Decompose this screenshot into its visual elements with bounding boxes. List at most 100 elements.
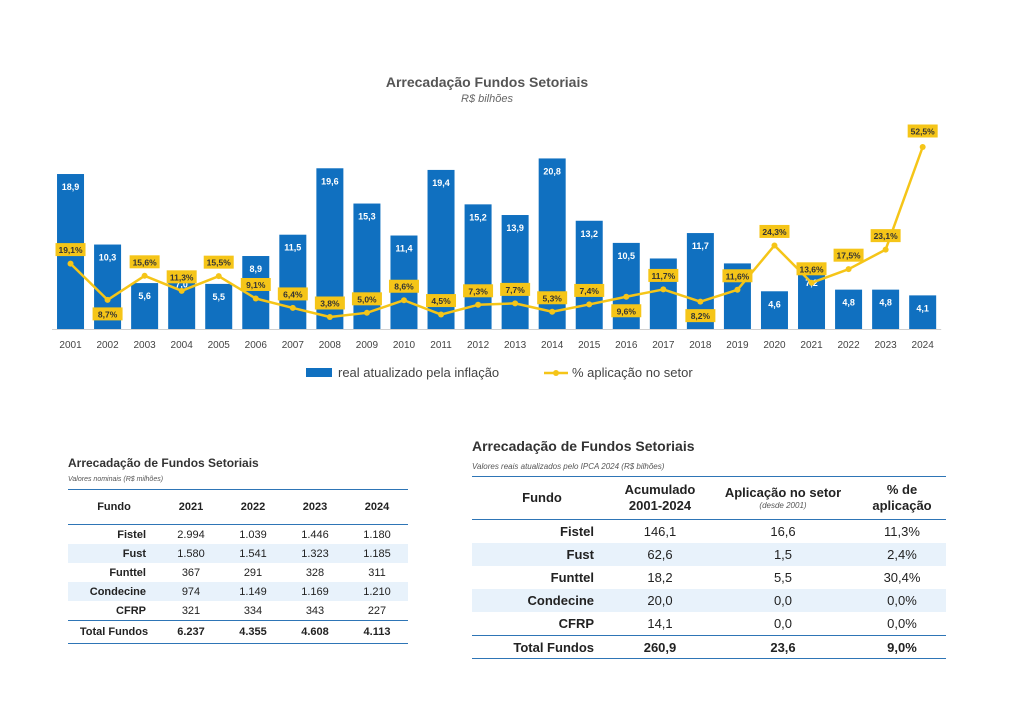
bar-value-label: 13,2 [580, 229, 598, 239]
pct-label-box [463, 284, 494, 298]
pct-value-label: 23,1% [874, 231, 899, 241]
table-cell: 1,5 [708, 543, 858, 566]
pct-value-label: 52,5% [911, 127, 936, 137]
pct-value-label: 4,5% [431, 296, 451, 306]
pct-value-label: 17,5% [837, 251, 862, 261]
line-point-2003 [141, 272, 148, 279]
table-cell: 4.113 [346, 620, 408, 644]
x-tick-label: 2009 [356, 340, 379, 351]
line-point-2019 [734, 286, 741, 293]
row-label: Total Fundos [472, 635, 612, 659]
pct-label-box [796, 262, 827, 276]
line-point-2018 [697, 298, 704, 305]
table-cell: 334 [243, 604, 263, 617]
table-cell: 23,6 [708, 635, 858, 659]
column-header-text: Aplicação no setor [724, 484, 842, 500]
pct-value-label: 3,8% [320, 299, 340, 309]
x-tick-label: 2020 [763, 340, 786, 351]
legend-line-label: % aplicação no setor [572, 365, 693, 380]
x-tick-label: 2017 [652, 340, 675, 351]
pct-label-box [907, 124, 938, 138]
bar-value-label: 10,5 [618, 251, 636, 261]
table-row: Fust 62,6 1,5 2,4% [472, 543, 946, 566]
pct-label-box [55, 243, 86, 257]
line-point-2017 [660, 286, 667, 293]
chart-subtitle: R$ bilhões [461, 93, 513, 105]
bar-value-label: 8,9 [250, 264, 263, 274]
table-cell: 367 [181, 566, 201, 579]
line-point-2002 [104, 296, 111, 303]
line-point-2016 [623, 293, 630, 300]
real-table-title: Arrecadação de Fundos Setoriais [472, 438, 695, 454]
x-tick-label: 2024 [912, 340, 935, 351]
bar-value-label: 11,5 [284, 243, 301, 253]
pct-value-label: 13,6% [799, 264, 824, 274]
pct-label-box [314, 296, 345, 310]
pct-value-label: 9,1% [246, 280, 266, 290]
row-label: Fust [68, 544, 160, 563]
column-header-text: Acumulado 2001-2024 [624, 481, 696, 513]
x-tick-label: 2010 [393, 340, 416, 351]
bar-2013 [501, 215, 529, 329]
bar-value-label: 4,1 [916, 303, 929, 313]
table-cell: 1.185 [346, 544, 408, 563]
table-cell: 16,6 [770, 524, 796, 539]
row-label: Fistel [560, 524, 594, 539]
pct-value-label: 7,4% [580, 286, 600, 296]
table-row: Condecine 20,0 0,0 0,0% [472, 589, 946, 612]
table-row: Funttel 18,2 5,5 30,4% [472, 566, 946, 589]
table-cell: 2,4% [858, 543, 946, 566]
column-header: % de aplicação [858, 476, 946, 520]
table-cell: 20,0 [612, 589, 708, 612]
line-point-2010 [400, 297, 407, 304]
x-tick-label: 2007 [282, 340, 305, 351]
bar-2003 [131, 283, 159, 329]
table-cell: 343 [305, 604, 325, 617]
bar-value-label: 5,6 [138, 291, 151, 301]
table-row: Funttel 367 291 328 311 [68, 563, 408, 582]
x-tick-label: 2022 [837, 340, 860, 351]
table-cell: 1.446 [301, 528, 329, 541]
table-cell: 18,2 [647, 570, 673, 585]
nominal-table-panel: Arrecadação de Fundos Setoriais Valores … [68, 456, 408, 644]
pct-value-label: 9,6% [617, 306, 637, 316]
row-label: Fistel [117, 528, 146, 541]
bar-value-label: 4,6 [768, 299, 781, 309]
nominal-table-title: Arrecadação de Fundos Setoriais [68, 456, 259, 470]
real-table: Fundo Acumulado 2001-2024 Aplicação no s… [472, 476, 946, 659]
pct-value-label: 11,7% [652, 271, 676, 281]
bar-2009 [353, 203, 381, 329]
pct-value-label: 24,3% [762, 227, 787, 237]
row-label: Funttel [550, 570, 594, 585]
x-tick-label: 2013 [504, 340, 527, 351]
table-cell: 4.355 [222, 620, 284, 644]
pct-label-box [870, 229, 901, 243]
table-cell: 0,0% [858, 589, 946, 612]
bar-value-label: 4,8 [879, 298, 892, 308]
pct-label-box [759, 224, 790, 238]
column-header: 2021 [160, 489, 222, 525]
line-point-2023 [882, 246, 889, 253]
bar-value-label: 19,4 [432, 178, 450, 188]
table-cell: 1.180 [363, 528, 391, 541]
pct-label-box [426, 294, 457, 308]
column-header: Aplicação no setor (desde 2001) [708, 476, 858, 520]
table-total-row: Total Fundos 6.237 4.355 4.608 4.113 [68, 620, 408, 644]
column-header-text: % de aplicação [872, 481, 932, 513]
table-cell: 1.323 [284, 544, 346, 563]
pct-label-box [611, 304, 642, 318]
x-tick-label: 2012 [467, 340, 490, 351]
line-point-2020 [771, 242, 778, 249]
x-tick-label: 2011 [430, 340, 452, 351]
table-cell: 0,0 [773, 616, 793, 631]
pct-value-label: 5,0% [357, 294, 377, 304]
legend-line-marker [553, 370, 559, 376]
row-label: CFRP [116, 604, 146, 617]
x-tick-label: 2014 [541, 340, 564, 351]
table-row: CFRP 14,1 0,0 0,0% [472, 612, 946, 636]
bar-2022 [835, 289, 863, 329]
column-header: 2024 [346, 489, 408, 525]
pct-label-box [685, 309, 716, 323]
pct-label-box [833, 248, 864, 262]
line-point-2001 [67, 260, 74, 267]
